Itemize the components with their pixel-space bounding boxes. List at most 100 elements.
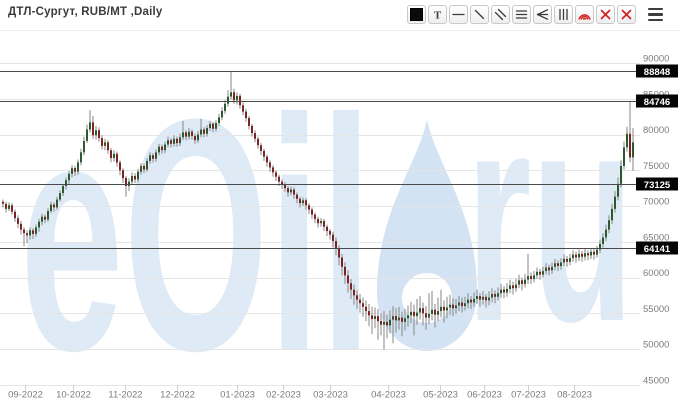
candle-body — [317, 218, 319, 224]
candle-wick — [629, 100, 631, 163]
vertical-lines-tool-button[interactable] — [554, 5, 573, 24]
candle-body — [422, 308, 424, 314]
candle-wick — [182, 120, 184, 141]
y-axis-label: 55000 — [643, 304, 669, 315]
candle-wick — [23, 227, 25, 247]
candle-body — [50, 204, 52, 212]
candle-body — [563, 258, 565, 263]
horizontal-line-icon — [452, 13, 465, 16]
candle-body — [587, 253, 589, 256]
fan-lines-icon — [536, 9, 549, 20]
candle-body — [389, 319, 391, 326]
candle-body — [311, 209, 313, 215]
candle-body — [623, 147, 625, 166]
color-swatch-button[interactable] — [407, 5, 426, 24]
x-axis-label: 01-2023 — [220, 390, 255, 401]
candle-body — [509, 285, 511, 289]
candle-body — [164, 144, 166, 151]
delete-all-drawings-button[interactable] — [617, 5, 636, 24]
candle-body — [458, 302, 460, 306]
fan-lines-tool-button[interactable] — [533, 5, 552, 24]
fib-levels-tool-button[interactable] — [512, 5, 531, 24]
candle-body — [281, 181, 283, 185]
candle-body — [260, 145, 262, 151]
candle-body — [611, 208, 613, 221]
candle-wick — [386, 314, 388, 339]
drawing-toolbar: T — [407, 5, 636, 24]
horizontal-line-tool-button[interactable] — [449, 5, 468, 24]
candle-wick — [200, 118, 202, 138]
gridlines — [0, 63, 640, 386]
candle-body — [461, 302, 463, 307]
watermark-text-right: ru — [466, 48, 634, 384]
candle-body — [395, 316, 397, 321]
candle-body — [191, 131, 193, 136]
parallel-lines-icon — [494, 8, 507, 21]
candle-wick — [449, 294, 451, 315]
candle-body — [470, 299, 472, 303]
candle-body — [428, 313, 430, 318]
trend-line-tool-button[interactable] — [470, 5, 489, 24]
price-tag-label: 84746 — [644, 97, 670, 108]
candle-wick — [440, 289, 442, 318]
candle-body — [65, 180, 67, 186]
candle-body — [530, 276, 532, 279]
candle-body — [605, 229, 607, 238]
candle-body — [200, 129, 202, 135]
price-tag — [636, 94, 678, 108]
candles-series — [2, 71, 634, 350]
candle-body — [545, 267, 547, 272]
candle-body — [368, 311, 370, 316]
menu-button[interactable] — [648, 8, 663, 21]
candle-body — [554, 263, 556, 267]
candle-body — [17, 218, 19, 224]
candle-body — [80, 152, 82, 163]
black-square-icon — [410, 8, 423, 21]
candle-body — [413, 311, 415, 317]
candle-wick — [419, 296, 421, 320]
chart-title: ДТЛ-Сургут, RUB/MT ,Daily — [8, 6, 163, 18]
candle-body — [353, 289, 355, 296]
candle-body — [41, 216, 43, 222]
candle-body — [437, 311, 439, 315]
candle-body — [143, 165, 145, 170]
candle-body — [188, 131, 190, 137]
candle-body — [599, 243, 601, 250]
candle-body — [59, 193, 61, 200]
svg-text:T: T — [434, 10, 442, 22]
candle-body — [377, 316, 379, 322]
candle-body — [128, 181, 130, 186]
price-tag — [636, 177, 678, 191]
candle-body — [581, 253, 583, 257]
candle-body — [26, 233, 28, 236]
fib-arcs-tool-button[interactable] — [575, 5, 594, 24]
candle-body — [113, 153, 115, 159]
candle-body — [230, 92, 232, 97]
candle-body — [290, 189, 292, 193]
x-axis-label: 05-2023 — [423, 390, 458, 401]
candle-body — [242, 105, 244, 112]
y-axis-label: 80000 — [643, 125, 669, 136]
text-tool-button[interactable]: T — [428, 5, 447, 24]
x-axis-label: 06-2023 — [467, 390, 502, 401]
candle-body — [356, 295, 358, 300]
candle-wick — [512, 281, 514, 295]
horizontal-levels-icon — [515, 10, 528, 19]
candle-wick — [371, 306, 373, 334]
candle-body — [47, 211, 49, 220]
candle-body — [401, 317, 403, 322]
candle-body — [332, 234, 334, 242]
candle-body — [476, 296, 478, 299]
candle-body — [254, 133, 256, 139]
candle-body — [524, 279, 526, 284]
candle-body — [221, 110, 223, 118]
candle-body — [197, 134, 199, 141]
candle-body — [227, 96, 229, 104]
trend-line-icon — [474, 9, 485, 20]
parallel-channel-tool-button[interactable] — [491, 5, 510, 24]
delete-drawing-button[interactable] — [596, 5, 615, 24]
candle-body — [359, 299, 361, 304]
candle-body — [5, 203, 7, 209]
candle-body — [215, 123, 217, 129]
